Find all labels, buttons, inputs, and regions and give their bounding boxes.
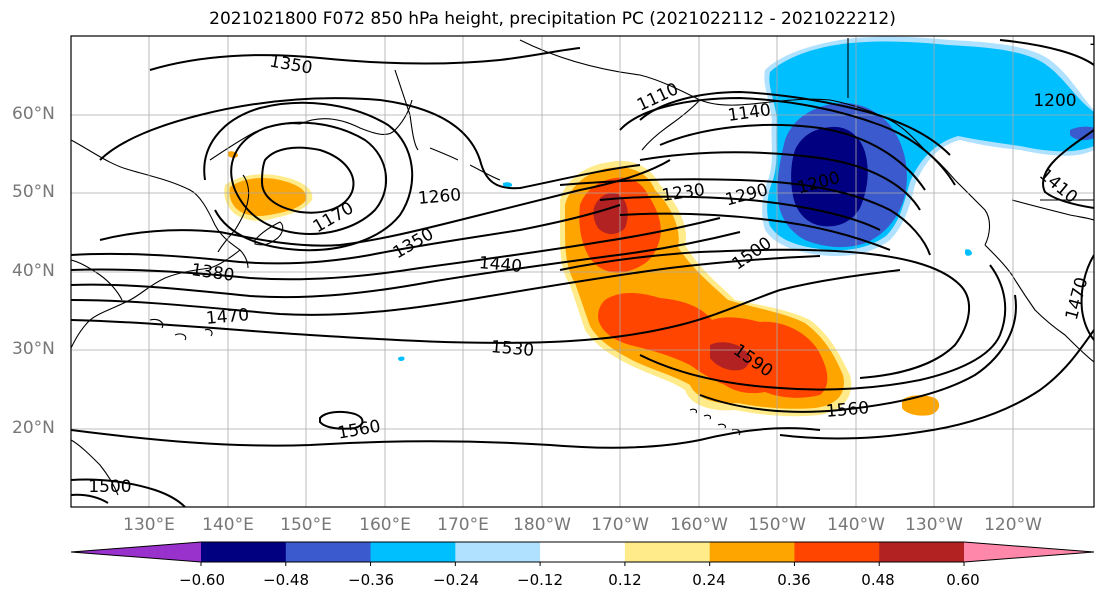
lon-label: 140°W	[827, 515, 885, 535]
map-area: 1350 1110 1140 1200 1170 1410 1260 1230 …	[71, 30, 1105, 507]
lon-label: 170°E	[437, 515, 489, 535]
lat-label: 50°N	[12, 182, 55, 202]
lat-label: 20°N	[12, 418, 55, 438]
contour-label: 1380	[190, 260, 236, 286]
colorbar-tick-label: 0.12	[608, 571, 642, 589]
lon-label: 150°E	[280, 515, 332, 535]
colorbar-bin	[285, 542, 372, 562]
contour-label: 1470	[1062, 275, 1093, 322]
map-frame	[70, 35, 1095, 508]
lon-label: 130°E	[123, 515, 175, 535]
lat-label: 40°N	[12, 261, 55, 281]
contour-label: 1140	[726, 100, 772, 126]
colorbar-bin	[709, 542, 795, 562]
lat-label: 30°N	[12, 339, 55, 359]
contour-label: 1410	[1035, 165, 1081, 208]
colorbar-bin	[879, 542, 965, 562]
colorbar-tick-label: 0.48	[861, 571, 895, 589]
colorbar-tick-label: −0.60	[179, 571, 225, 589]
contour-label: 1500	[88, 477, 131, 497]
contour-label: 1560	[336, 416, 382, 443]
contour-label: 1200	[1033, 91, 1076, 111]
colorbar-bin	[201, 542, 287, 562]
colorbar	[70, 541, 1095, 566]
contour-label: 1170	[1088, 30, 1105, 50]
colorbar-tick-label: −0.24	[433, 571, 479, 589]
lon-label: 120°W	[984, 515, 1042, 535]
map-title: 2021021800 F072 850 hPa height, precipit…	[209, 9, 896, 29]
contour-label: 1560	[825, 398, 870, 422]
colorbar-extend-low	[71, 542, 201, 562]
lon-label: 130°W	[905, 515, 963, 535]
colorbar-tick-label: 0.60	[946, 571, 980, 589]
contour-label: 1440	[478, 253, 523, 277]
contour-label: 1500	[729, 233, 776, 274]
lon-label: 170°W	[591, 515, 649, 535]
colorbar-tick-label: −0.12	[517, 571, 563, 589]
lat-label: 60°N	[12, 104, 55, 124]
lon-label: 160°E	[359, 515, 411, 535]
contour-label: 1260	[417, 185, 462, 209]
precip-negative-shading	[398, 36, 1094, 362]
height-contours	[71, 39, 1094, 507]
colorbar-tick-label: −0.36	[348, 571, 394, 589]
colorbar-extend-high	[964, 542, 1094, 562]
colorbar-tick-label: 0.24	[692, 571, 726, 589]
lon-label: 140°E	[202, 515, 254, 535]
contour-label: 1530	[490, 337, 535, 361]
colorbar-tick-label: 0.36	[777, 571, 811, 589]
colorbar-bin	[624, 542, 711, 562]
lon-label: 150°W	[748, 515, 806, 535]
colorbar-bin	[455, 542, 541, 562]
lon-label: 180°W	[513, 515, 571, 535]
contour-label: 1350	[390, 224, 437, 263]
lon-label: 160°W	[670, 515, 728, 535]
contour-label: 1110	[634, 79, 682, 115]
colorbar-bin	[370, 542, 456, 562]
coastlines	[71, 38, 1094, 496]
colorbar-bin	[794, 542, 880, 562]
colorbar-bin	[540, 542, 626, 562]
contour-label: 1470	[205, 305, 250, 329]
colorbar-tick-label: −0.48	[263, 571, 309, 589]
contour-label: 1350	[268, 51, 314, 78]
